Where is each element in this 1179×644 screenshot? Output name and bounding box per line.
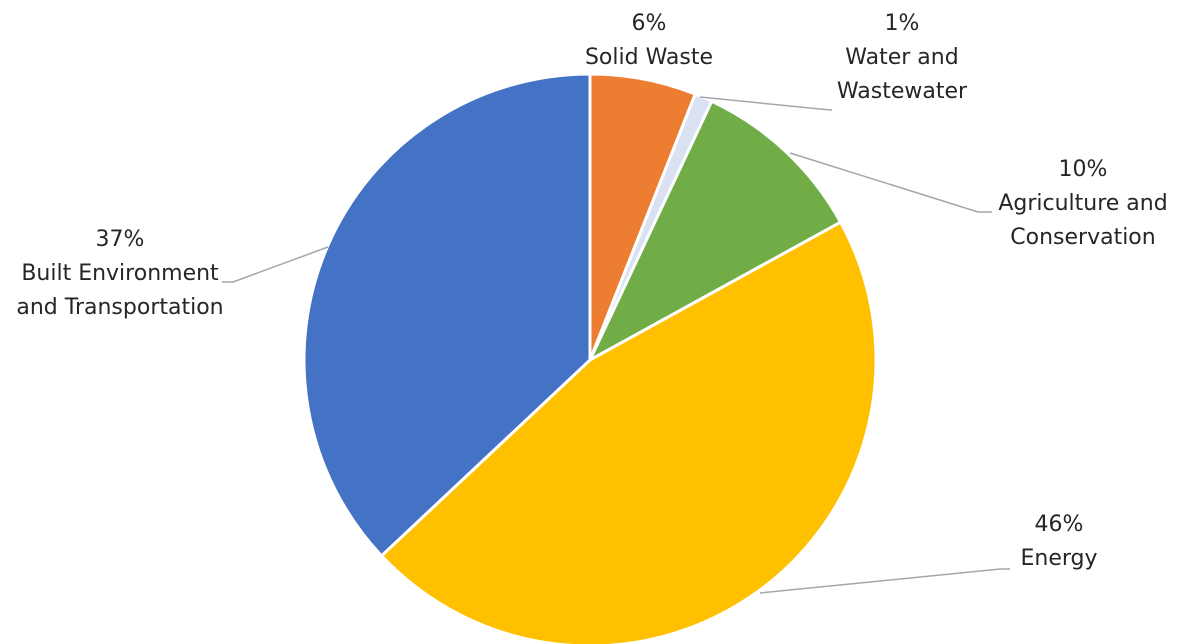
data-label-percent: 1% <box>885 11 920 36</box>
data-label-category-line: Built Environment <box>21 261 219 286</box>
data-label-category-line: Wastewater <box>837 79 968 104</box>
pie-slices <box>302 72 878 644</box>
leader-line-energy <box>759 568 1010 594</box>
data-label-category-line: and Transportation <box>16 295 223 320</box>
data-label-category-line: Solid Waste <box>585 45 713 70</box>
data-label-percent: 37% <box>96 227 145 252</box>
pie-slice-energy <box>379 220 878 644</box>
data-label-percent: 6% <box>632 11 667 36</box>
data-label-percent: 10% <box>1059 157 1108 182</box>
data-labels: 6% Solid Waste 1% Water and Wastewater 10% Agr… <box>16 11 1167 571</box>
data-label-water-and-wastewater: 1% Water and Wastewater <box>837 11 968 104</box>
leader-line-water-and-wastewater <box>699 96 832 111</box>
data-label-built-environment-and-transportation: 37% Built Environment and Transportation <box>16 227 223 320</box>
data-label-energy: 46% Energy <box>1020 512 1097 571</box>
data-label-solid-waste: 6% Solid Waste <box>585 11 713 70</box>
pie-slice-agriculture-and-conservation <box>586 99 843 364</box>
data-label-category-line: Agriculture and <box>998 191 1167 216</box>
leader-lines <box>222 96 1010 594</box>
leader-line-built-environment-and-transportation <box>222 246 329 283</box>
leader-line-agriculture-and-conservation <box>789 152 992 213</box>
data-label-agriculture-and-conservation: 10% Agriculture and Conservation <box>998 157 1167 250</box>
data-label-category-line: Energy <box>1020 546 1097 571</box>
data-label-category-line: Water and <box>845 45 958 70</box>
data-label-category-line: Conservation <box>1010 225 1155 250</box>
data-label-percent: 46% <box>1035 512 1084 537</box>
